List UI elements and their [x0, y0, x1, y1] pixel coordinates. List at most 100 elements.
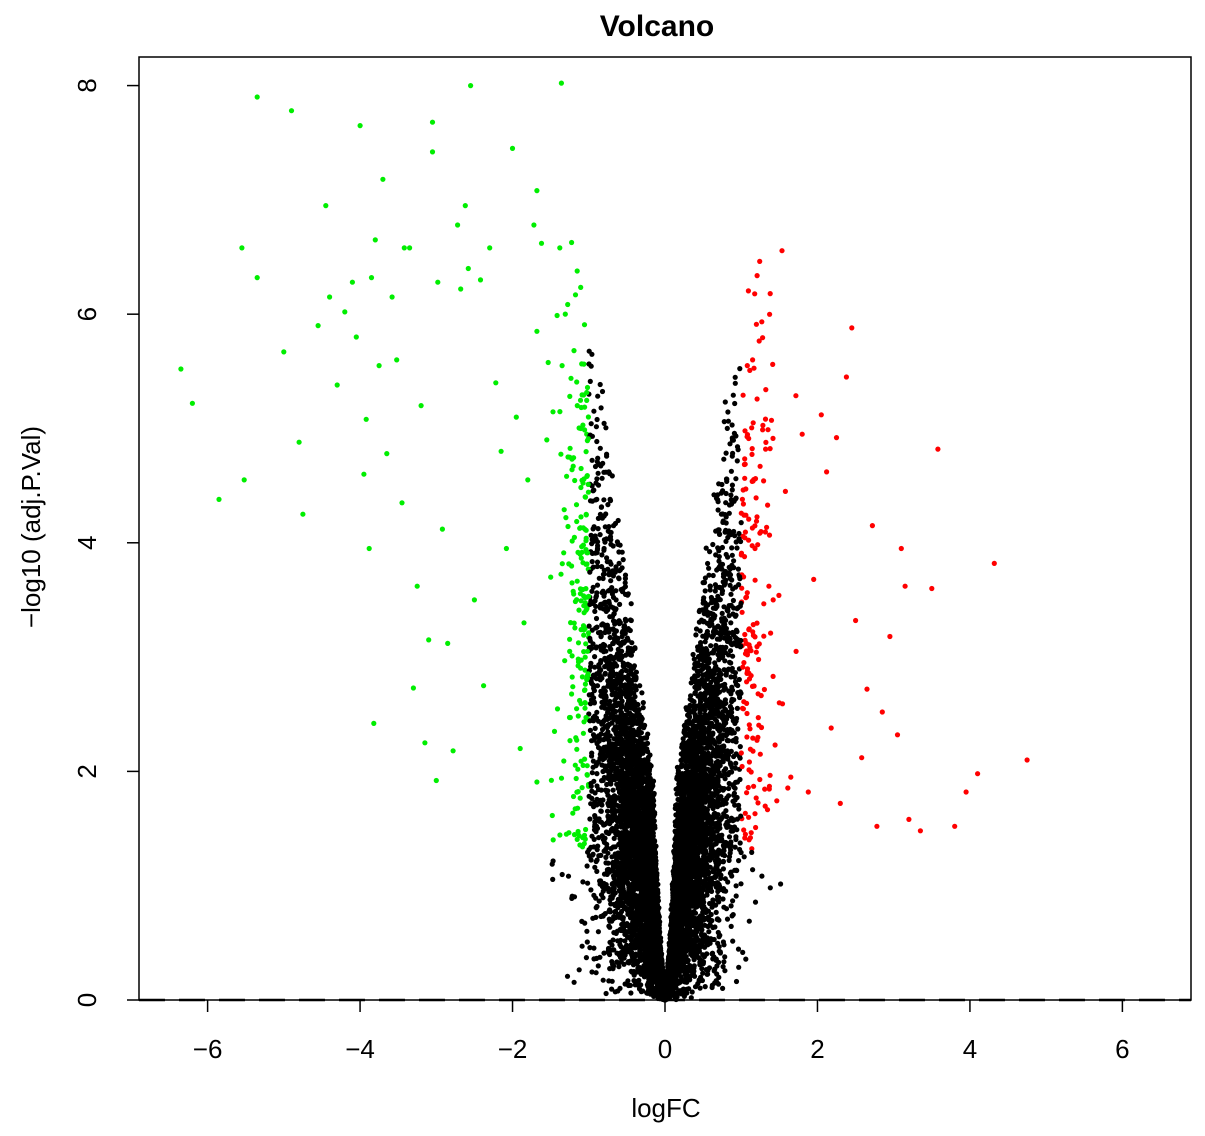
- gene-point: [727, 648, 734, 654]
- gene-point: [574, 737, 580, 743]
- gene-point: [726, 510, 732, 516]
- gene-point: [587, 569, 593, 575]
- gene-point: [725, 418, 732, 424]
- gene-point: [754, 514, 760, 520]
- gene-point: [715, 773, 721, 780]
- gene-point: [755, 691, 761, 697]
- gene-point: [585, 414, 592, 420]
- gene-point: [732, 380, 738, 386]
- gene-point: [639, 690, 645, 696]
- gene-point: [735, 566, 742, 572]
- gene-point: [554, 706, 561, 712]
- gene-point: [595, 515, 602, 522]
- gene-point: [573, 502, 580, 508]
- gene-point: [580, 762, 586, 769]
- gene-point: [729, 545, 735, 551]
- gene-point: [735, 946, 742, 952]
- gene-point: [585, 630, 592, 636]
- gene-point: [597, 954, 603, 960]
- gene-point: [764, 524, 770, 530]
- gene-point: [747, 367, 753, 373]
- gene-point: [733, 893, 739, 899]
- gene-point: [580, 730, 587, 736]
- gene-point: [588, 857, 594, 863]
- gene-point: [561, 550, 567, 556]
- gene-point: [742, 535, 748, 541]
- points-layer: [178, 80, 1030, 1003]
- gene-point: [715, 777, 721, 784]
- gene-point: [722, 511, 728, 518]
- gene-point: [597, 381, 603, 388]
- gene-point: [562, 658, 568, 664]
- gene-point: [715, 888, 721, 895]
- gene-point: [739, 585, 745, 591]
- gene-point: [574, 578, 580, 584]
- gene-point: [534, 188, 540, 194]
- gene-point: [746, 814, 752, 820]
- gene-point: [580, 560, 586, 566]
- gene-point: [567, 445, 573, 451]
- gene-point: [564, 473, 570, 479]
- gene-point: [721, 635, 728, 641]
- gene-point: [545, 359, 551, 366]
- gene-point: [725, 652, 732, 658]
- gene-point: [741, 699, 747, 705]
- gene-point: [574, 379, 580, 385]
- gene-point: [715, 492, 721, 498]
- gene-point: [762, 529, 769, 535]
- gene-point: [548, 777, 555, 783]
- gene-point: [746, 722, 752, 728]
- gene-point: [622, 584, 629, 590]
- gene-point: [588, 421, 594, 427]
- gene-point: [725, 409, 731, 415]
- gene-point: [594, 459, 600, 465]
- gene-point: [741, 660, 747, 666]
- gene-point: [744, 790, 750, 796]
- gene-point: [719, 481, 725, 488]
- gene-point: [729, 422, 735, 428]
- gene-point: [723, 906, 730, 912]
- gene-point: [759, 319, 765, 325]
- gene-point: [742, 810, 748, 816]
- gene-point: [605, 860, 611, 866]
- gene-point: [706, 929, 712, 935]
- gene-point: [558, 80, 565, 86]
- gene-point: [623, 667, 629, 674]
- gene-point: [750, 420, 756, 426]
- gene-point: [597, 532, 603, 538]
- gene-point: [751, 783, 757, 789]
- gene-point: [691, 699, 697, 705]
- gene-point: [734, 458, 740, 464]
- gene-point: [558, 571, 564, 577]
- gene-point: [645, 731, 651, 737]
- gene-point: [728, 492, 734, 498]
- gene-point: [723, 527, 729, 534]
- gene-point: [756, 722, 762, 728]
- gene-point: [572, 598, 579, 605]
- gene-point: [698, 640, 704, 646]
- gene-point: [729, 552, 735, 558]
- gene-point: [593, 424, 600, 430]
- gene-point: [726, 688, 732, 694]
- gene-point: [550, 876, 556, 883]
- gene-point: [770, 673, 776, 680]
- gene-point: [726, 570, 732, 576]
- gene-point: [733, 760, 739, 766]
- gene-point: [728, 620, 734, 626]
- gene-point: [737, 744, 743, 750]
- gene-point: [594, 559, 601, 565]
- gene-point: [688, 680, 694, 686]
- gene-point: [589, 559, 595, 565]
- gene-point: [715, 507, 721, 513]
- gene-point: [632, 684, 639, 690]
- gene-point: [767, 885, 773, 891]
- gene-point: [729, 482, 736, 488]
- gene-point: [750, 735, 756, 741]
- gene-point: [695, 668, 701, 675]
- gene-point: [608, 604, 614, 610]
- gene-point: [718, 585, 725, 592]
- gene-point: [730, 392, 736, 398]
- gene-point: [605, 502, 611, 508]
- gene-point: [766, 786, 772, 792]
- gene-point: [723, 538, 729, 545]
